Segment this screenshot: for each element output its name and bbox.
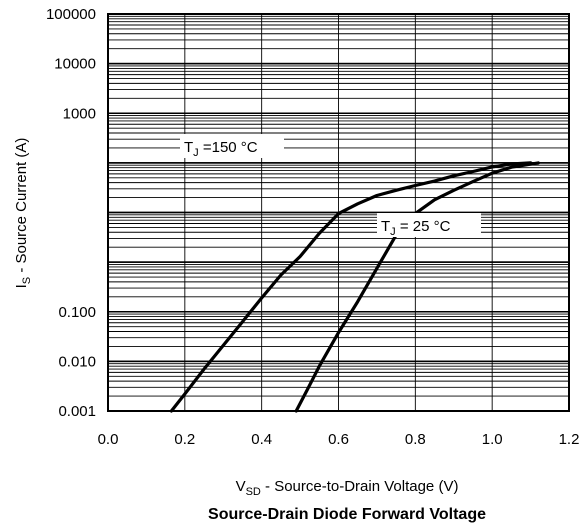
label-tj-25-main: T	[381, 218, 390, 235]
series-line-tj-150	[169, 161, 533, 413]
label-tj-25: TJ = 25 °C	[377, 213, 481, 238]
label-tj-25-sub: J	[390, 226, 396, 238]
y-axis-title: IS - Source Current (A)	[13, 138, 33, 289]
x-axis-title-main: V	[236, 478, 246, 495]
y-tick-label: 100000	[46, 6, 96, 23]
x-axis-title-rest: - Source-to-Drain Voltage (V)	[261, 478, 459, 495]
chart-title: Source-Drain Diode Forward Voltage	[208, 506, 486, 523]
x-tick-label: 1.2	[559, 431, 580, 448]
x-tick-label: 1.0	[482, 431, 503, 448]
label-tj-150-rest: =150 °C	[199, 139, 258, 156]
label-tj-150-sub: J	[193, 147, 199, 159]
series-curves	[169, 161, 540, 413]
x-axis-title: VSD - Source-to-Drain Voltage (V)	[236, 478, 459, 498]
x-tick-labels: 0.0 0.2 0.4 0.6 0.8 1.0 1.2	[98, 431, 580, 448]
x-tick-label: 0.8	[405, 431, 426, 448]
x-tick-label: 0.6	[328, 431, 349, 448]
y-axis-title-rest: - Source Current (A)	[13, 138, 30, 277]
y-axis-title-sub: S	[21, 277, 33, 284]
x-axis-title-sub: SD	[246, 486, 261, 498]
label-tj-25-bg	[377, 213, 481, 237]
svg-text:TJ = 25 °C: TJ = 25 °C	[381, 218, 451, 238]
label-tj-25-rest: = 25 °C	[396, 218, 451, 235]
y-tick-label: 1000	[63, 105, 96, 122]
label-tj-150: TJ =150 °C	[180, 134, 284, 159]
y-tick-label: 10000	[54, 56, 96, 73]
label-tj-150-bg	[180, 134, 284, 158]
series-line-tj-25	[294, 161, 540, 413]
svg-text:TJ =150 °C: TJ =150 °C	[184, 139, 258, 159]
label-tj-150-main: T	[184, 139, 193, 156]
y-tick-label: 0.100	[58, 304, 96, 321]
y-tick-label: 0.010	[58, 353, 96, 370]
y-tick-label: 0.001	[58, 403, 96, 420]
plot-frame	[107, 13, 570, 412]
x-tick-label: 0.4	[251, 431, 272, 448]
y-tick-labels: 0.001 0.010 0.100 1000 10000 100000	[46, 6, 96, 420]
x-tick-label: 0.2	[174, 431, 195, 448]
y-axis-title-main: I	[13, 284, 30, 288]
x-tick-label: 0.0	[98, 431, 119, 448]
